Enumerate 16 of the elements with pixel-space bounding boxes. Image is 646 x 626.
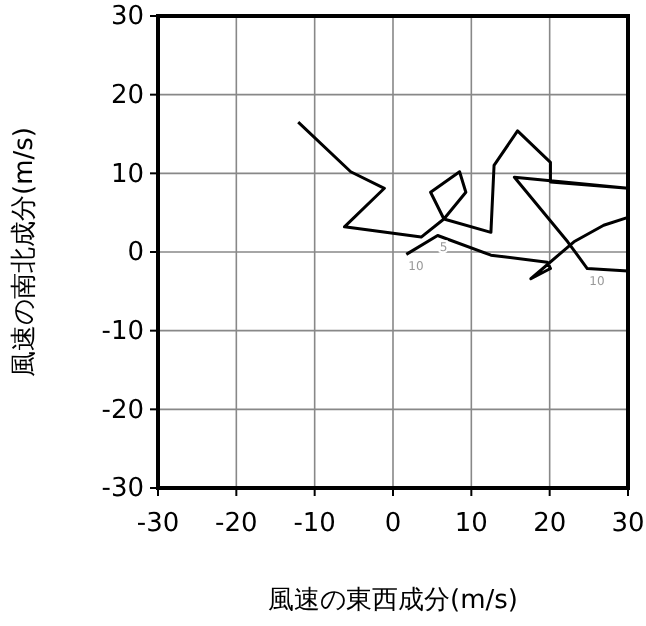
x-tick-label: 0 — [384, 508, 402, 539]
y-tick-label: -30 — [101, 474, 144, 505]
x-tick-label: 20 — [533, 508, 567, 539]
x-axis-title: 風速の東西成分(m/s) — [268, 586, 518, 616]
x-tick-label: -30 — [136, 508, 180, 539]
y-tick-label: 10 — [110, 159, 144, 190]
y-axis-title: 風速の南北成分(m/s) — [10, 127, 40, 377]
x-tick-label: -20 — [215, 508, 258, 539]
y-tick-label: 0 — [127, 238, 144, 269]
y-tick-label: 30 — [110, 2, 144, 33]
y-tick-label: -20 — [101, 395, 144, 426]
x-tick-label: 30 — [611, 508, 645, 539]
x-tick-label: 10 — [454, 508, 488, 539]
x-tick-label: -10 — [293, 508, 336, 539]
y-tick-label: -10 — [101, 316, 144, 347]
y-tick-label: 20 — [110, 80, 144, 111]
